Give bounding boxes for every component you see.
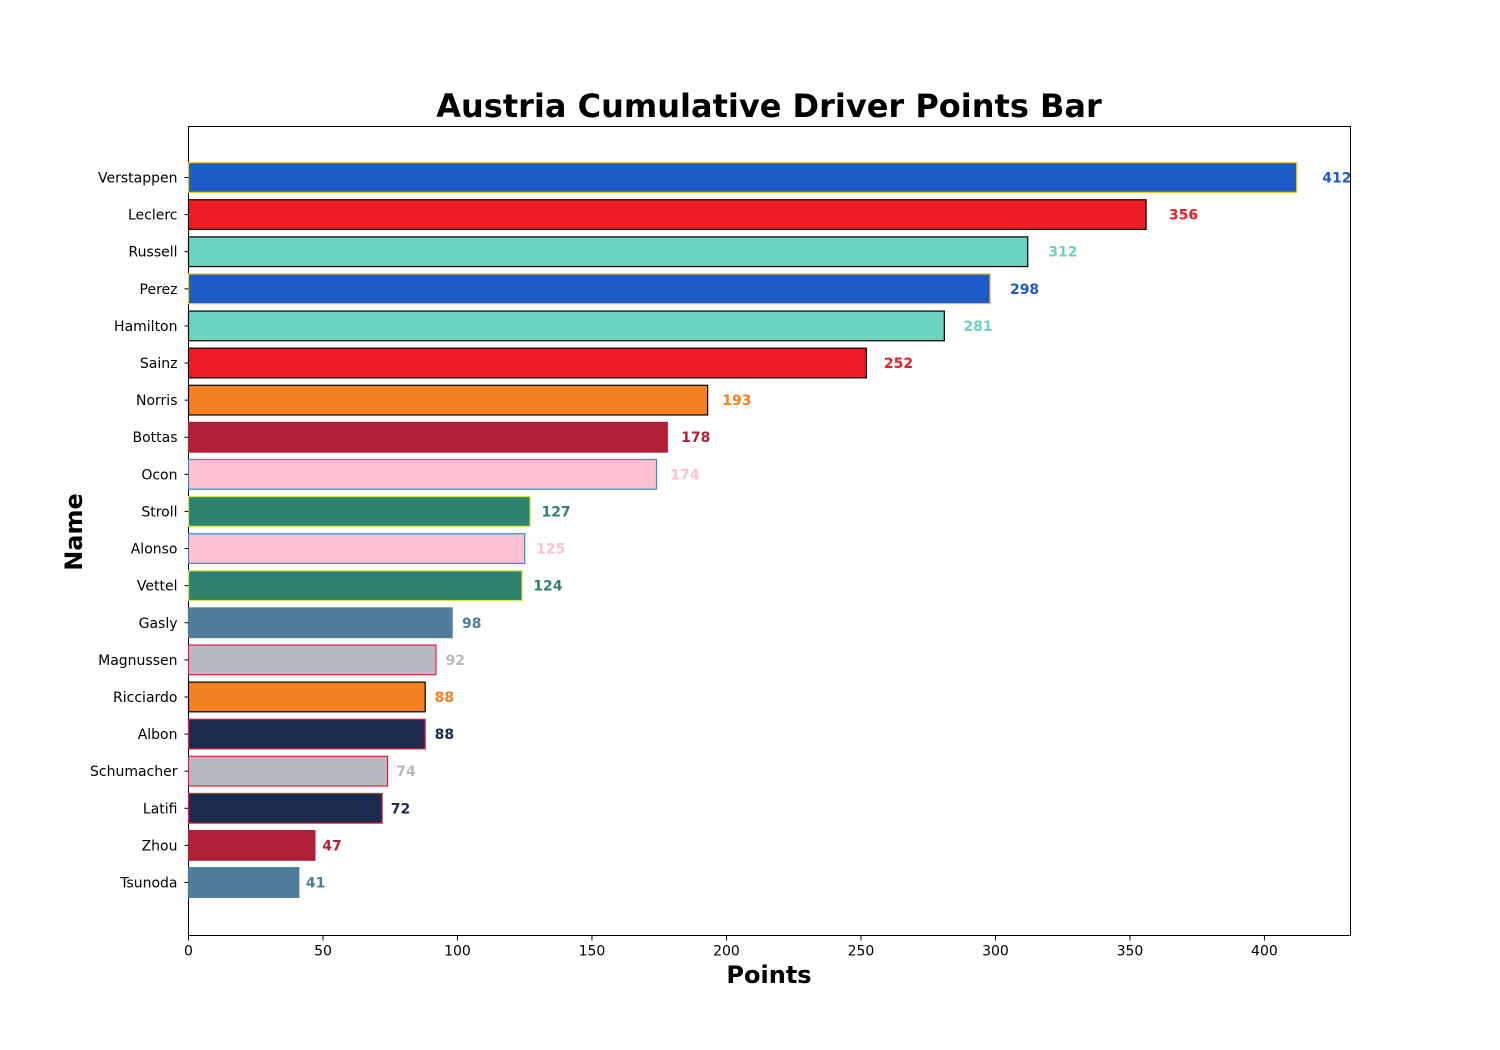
y-tick-label-schumacher: Schumacher bbox=[90, 764, 178, 780]
y-tick-label-ricciardo: Ricciardo bbox=[113, 690, 177, 706]
y-tick-label-gasly: Gasly bbox=[139, 616, 178, 632]
y-tick-label-zhou: Zhou bbox=[142, 838, 178, 854]
value-label-alonso: 125 bbox=[536, 542, 565, 558]
bar-stroll bbox=[187, 496, 531, 527]
bar-schumacher bbox=[187, 755, 389, 787]
bar-magnussen bbox=[187, 644, 437, 676]
value-label-norris: 193 bbox=[722, 393, 751, 409]
value-label-zhou: 47 bbox=[322, 838, 341, 854]
chart-title: Austria Cumulative Driver Points Bar bbox=[436, 87, 1102, 125]
y-tick-label-sainz: Sainz bbox=[140, 356, 178, 372]
plot-area-frame bbox=[188, 126, 1351, 936]
bar-ricciardo bbox=[187, 681, 426, 713]
x-tick-label: 350 bbox=[1117, 944, 1144, 960]
y-tick-label-vettel: Vettel bbox=[137, 579, 178, 595]
y-tick-label-albon: Albon bbox=[138, 727, 178, 743]
bar-ocon bbox=[187, 458, 658, 490]
x-tick-label: 100 bbox=[444, 944, 471, 960]
y-tick-label-magnussen: Magnussen bbox=[98, 653, 177, 669]
bar-bottas bbox=[187, 421, 668, 453]
x-tick-label: 50 bbox=[314, 944, 332, 960]
value-label-leclerc: 356 bbox=[1169, 208, 1198, 224]
x-tick-label: 400 bbox=[1251, 944, 1278, 960]
x-tick-label: 250 bbox=[848, 944, 875, 960]
bar-tsunoda bbox=[187, 867, 300, 898]
value-label-perez: 298 bbox=[1010, 282, 1039, 298]
bar-albon bbox=[187, 718, 426, 750]
bar-zhou bbox=[187, 829, 316, 861]
value-label-vettel: 124 bbox=[533, 579, 562, 595]
value-label-sainz: 252 bbox=[884, 356, 913, 372]
bar-alonso bbox=[187, 533, 526, 564]
x-tick-label: 0 bbox=[184, 944, 193, 960]
bar-latifi bbox=[187, 792, 383, 824]
y-tick-label-tsunoda: Tsunoda bbox=[119, 876, 177, 892]
value-label-magnussen: 92 bbox=[446, 653, 465, 669]
value-labels: 412 356 312 298 281 252 193 178 174 127 125 124 98 92… bbox=[306, 171, 1352, 892]
x-tick-label: 300 bbox=[982, 944, 1009, 960]
value-label-stroll: 127 bbox=[541, 504, 570, 520]
y-tick-label-ocon: Ocon bbox=[141, 467, 177, 483]
y-tick-label-perez: Perez bbox=[140, 282, 178, 298]
bar-hamilton bbox=[187, 310, 945, 342]
value-label-gasly: 98 bbox=[462, 616, 481, 632]
y-tick-label-verstappen: Verstappen bbox=[98, 171, 177, 187]
value-label-ricciardo: 88 bbox=[435, 690, 454, 706]
value-label-latifi: 72 bbox=[391, 801, 410, 817]
value-label-verstappen: 412 bbox=[1322, 171, 1351, 187]
y-tick-labels: Verstappen Leclerc Russell Perez Hamilton Sai… bbox=[90, 171, 189, 892]
y-tick-label-stroll: Stroll bbox=[141, 504, 177, 520]
bar-sainz bbox=[187, 347, 867, 379]
value-label-tsunoda: 41 bbox=[306, 876, 325, 892]
bar-gasly bbox=[187, 607, 453, 639]
value-label-albon: 88 bbox=[435, 727, 454, 743]
bar-perez bbox=[187, 273, 991, 305]
y-axis-label: Name bbox=[60, 493, 88, 571]
y-tick-label-hamilton: Hamilton bbox=[114, 319, 177, 335]
value-label-bottas: 178 bbox=[681, 430, 710, 446]
y-tick-label-latifi: Latifi bbox=[143, 801, 178, 817]
bar-russell bbox=[187, 236, 1029, 268]
value-label-ocon: 174 bbox=[670, 467, 699, 483]
bar-leclerc bbox=[187, 199, 1147, 231]
x-axis-label: Points bbox=[726, 961, 811, 989]
value-label-hamilton: 281 bbox=[963, 319, 992, 335]
bar-norris bbox=[187, 384, 709, 416]
bars-group bbox=[187, 162, 1298, 898]
value-label-schumacher: 74 bbox=[396, 764, 416, 780]
x-axis-ticks: 0 50 100 150 200 250 300 350 400 bbox=[184, 935, 1278, 960]
y-tick-label-norris: Norris bbox=[136, 393, 178, 409]
bar-vettel bbox=[187, 570, 523, 602]
y-tick-label-leclerc: Leclerc bbox=[128, 208, 178, 224]
x-tick-label: 200 bbox=[713, 944, 740, 960]
y-tick-label-alonso: Alonso bbox=[131, 542, 178, 558]
value-label-russell: 312 bbox=[1048, 245, 1077, 261]
y-tick-label-bottas: Bottas bbox=[132, 430, 177, 446]
y-tick-label-russell: Russell bbox=[129, 245, 178, 261]
x-tick-label: 150 bbox=[579, 944, 606, 960]
bar-verstappen bbox=[187, 162, 1298, 193]
